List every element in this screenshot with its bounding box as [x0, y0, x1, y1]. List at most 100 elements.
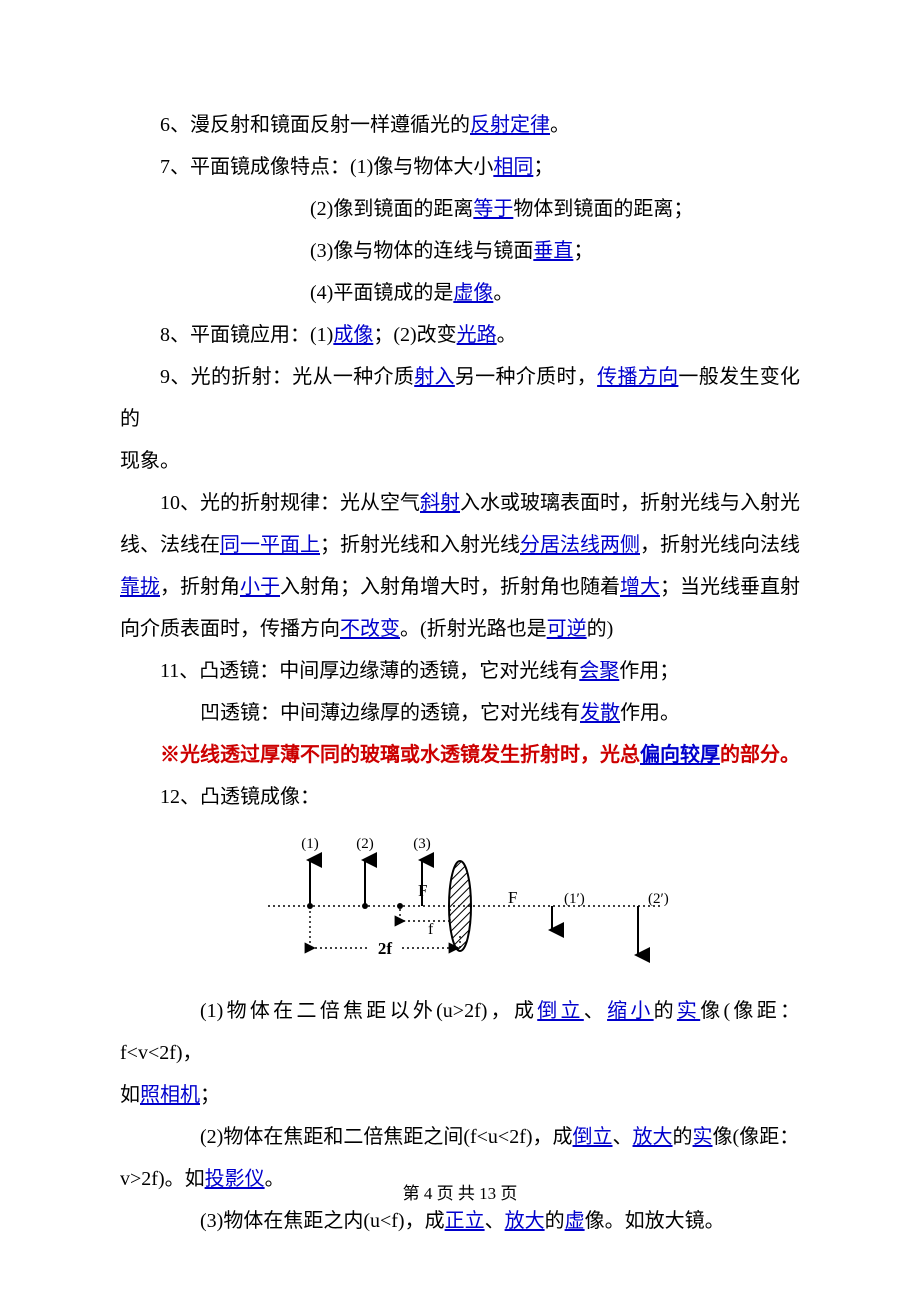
text: 作用。: [620, 702, 680, 724]
lens-diagram: (1) (2) (3) (1′) (2′) F F f 2f: [250, 826, 670, 976]
label-F-left: F: [418, 881, 427, 900]
keyword: 分居法线两侧: [520, 534, 640, 556]
text: 。: [497, 324, 517, 346]
item-12-3: (3)物体在焦距之内(u<f)，成正立、放大的虚像。如放大镜。: [120, 1200, 800, 1242]
text: 。(折射光路也是: [400, 618, 547, 640]
text: 11、凸透镜：中间厚边缘薄的透镜，它对光线有: [160, 660, 579, 682]
label: (2′): [648, 891, 669, 907]
keyword: 增大: [620, 576, 660, 598]
keyword: 传播方向: [597, 366, 678, 388]
text: 的: [673, 1126, 693, 1148]
keyword: 射入: [414, 366, 455, 388]
label: (2): [356, 836, 374, 852]
text: 物体到镜面的距离；: [513, 198, 693, 220]
keyword: 光路: [457, 324, 497, 346]
keyword: 相同: [493, 156, 533, 178]
item-8: 8、平面镜应用：(1)成像；(2)改变光路。: [120, 314, 800, 356]
text: 的: [545, 1210, 565, 1232]
keyword: 会聚: [579, 660, 619, 682]
keyword: 垂直: [533, 240, 573, 262]
text: (3)物体在焦距之内(u<f)，成: [200, 1210, 445, 1232]
keyword: 虚像: [453, 282, 493, 304]
keyword: 发散: [580, 702, 620, 724]
keyword: 实: [677, 1000, 700, 1022]
keyword: 倒立: [537, 1000, 584, 1022]
text: ；(2)改变: [373, 324, 456, 346]
item-12-1-line1: (1)物体在二倍焦距以外(u>2f)，成倒立、缩小的实像(像距：f<v<2f)，: [120, 990, 800, 1074]
text: 页 共: [432, 1184, 479, 1203]
text: 如: [120, 1084, 140, 1106]
text: 现象。: [120, 450, 180, 472]
keyword: 虚: [565, 1210, 585, 1232]
keyword: 照相机: [140, 1084, 200, 1106]
keyword: 实: [693, 1126, 713, 1148]
text: 向介质表面时，传播方向: [120, 618, 340, 640]
item-9-line2: 现象。: [120, 440, 800, 482]
text: (1)物体在二倍焦距以外(u>2f)，成: [200, 1000, 537, 1022]
keyword: 斜射: [420, 492, 460, 514]
page: 6、漫反射和镜面反射一样遵循光的反射定律。 7、平面镜成像特点：(1)像与物体大…: [0, 0, 920, 1300]
keyword: 放大: [505, 1210, 545, 1232]
item-7-line1: 7、平面镜成像特点：(1)像与物体大小相同；: [120, 146, 800, 188]
label-F-right: F: [508, 888, 517, 907]
text: (4)平面镜成的是: [310, 282, 453, 304]
label: (1′): [564, 891, 585, 907]
text: 、: [613, 1126, 633, 1148]
text: ；: [200, 1084, 220, 1106]
text: 6、漫反射和镜面反射一样遵循光的: [160, 114, 470, 136]
text: 。: [550, 114, 570, 136]
label-2f: 2f: [378, 939, 393, 958]
keyword: 放大: [633, 1126, 673, 1148]
item-10-line2: 线、法线在同一平面上；折射光线和入射光线分居法线两侧，折射光线向法线: [120, 524, 800, 566]
text: 的部分。: [720, 744, 800, 766]
text: 作用；: [619, 660, 679, 682]
item-12-1-line2: 如照相机；: [120, 1074, 800, 1116]
keyword: 同一平面上: [220, 534, 320, 556]
item-10-line1: 10、光的折射规律：光从空气斜射入水或玻璃表面时，折射光线与入射光: [120, 482, 800, 524]
keyword: 不改变: [340, 618, 400, 640]
keyword: 倒立: [573, 1126, 613, 1148]
item-12-heading: 12、凸透镜成像：: [120, 776, 800, 818]
text: 的): [587, 618, 614, 640]
text: 第: [403, 1184, 424, 1203]
keyword: 反射定律: [470, 114, 550, 136]
page-total: 13: [479, 1184, 496, 1203]
text: 线、法线在: [120, 534, 220, 556]
keyword: 靠拢: [120, 576, 160, 598]
text: (3)像与物体的连线与镜面: [310, 240, 533, 262]
item-10-line3: 靠拢，折射角小于入射角；入射角增大时，折射角也随着增大；当光线垂直射: [120, 566, 800, 608]
text: 凹透镜：中间薄边缘厚的透镜，它对光线有: [200, 702, 580, 724]
text: ；当光线垂直射: [660, 576, 800, 598]
keyword: 正立: [445, 1210, 485, 1232]
keyword: 小于: [240, 576, 280, 598]
text: 、: [584, 1000, 607, 1022]
text: 像。如放大镜。: [585, 1210, 725, 1232]
text: 7、平面镜成像特点：(1)像与物体大小: [160, 156, 493, 178]
text: ※光线透过厚薄不同的玻璃或水透镜发生折射时，光总: [160, 744, 640, 766]
item-6: 6、漫反射和镜面反射一样遵循光的反射定律。: [120, 104, 800, 146]
text: 。: [493, 282, 513, 304]
text: 像(像距：: [713, 1126, 800, 1148]
item-11-line1: 11、凸透镜：中间厚边缘薄的透镜，它对光线有会聚作用；: [120, 650, 800, 692]
item-7-line3: (3)像与物体的连线与镜面垂直；: [120, 230, 800, 272]
item-12-2-line1: (2)物体在焦距和二倍焦距之间(f<u<2f)，成倒立、放大的实像(像距：: [120, 1116, 800, 1158]
text: 另一种介质时，: [455, 366, 597, 388]
text: ，折射光线向法线: [640, 534, 800, 556]
text: 8、平面镜应用：(1): [160, 324, 333, 346]
text: (2)像到镜面的距离: [310, 198, 473, 220]
text: ；: [573, 240, 593, 262]
keyword: 成像: [333, 324, 373, 346]
keyword: 偏向较厚: [640, 744, 720, 766]
item-7-line4: (4)平面镜成的是虚像。: [120, 272, 800, 314]
text: 入射角；入射角增大时，折射角也随着: [280, 576, 620, 598]
text: (2)物体在焦距和二倍焦距之间(f<u<2f)，成: [200, 1126, 573, 1148]
item-9-line1: 9、光的折射：光从一种介质射入另一种介质时，传播方向一般发生变化的: [120, 356, 800, 440]
text: 12、凸透镜成像：: [160, 786, 320, 808]
keyword: 可逆: [547, 618, 587, 640]
text: 的: [654, 1000, 677, 1022]
point-mid: [362, 903, 368, 909]
text: 页: [496, 1184, 517, 1203]
text: 9、光的折射：光从一种介质: [160, 366, 414, 388]
text: ；折射光线和入射光线: [320, 534, 520, 556]
text: 、: [485, 1210, 505, 1232]
